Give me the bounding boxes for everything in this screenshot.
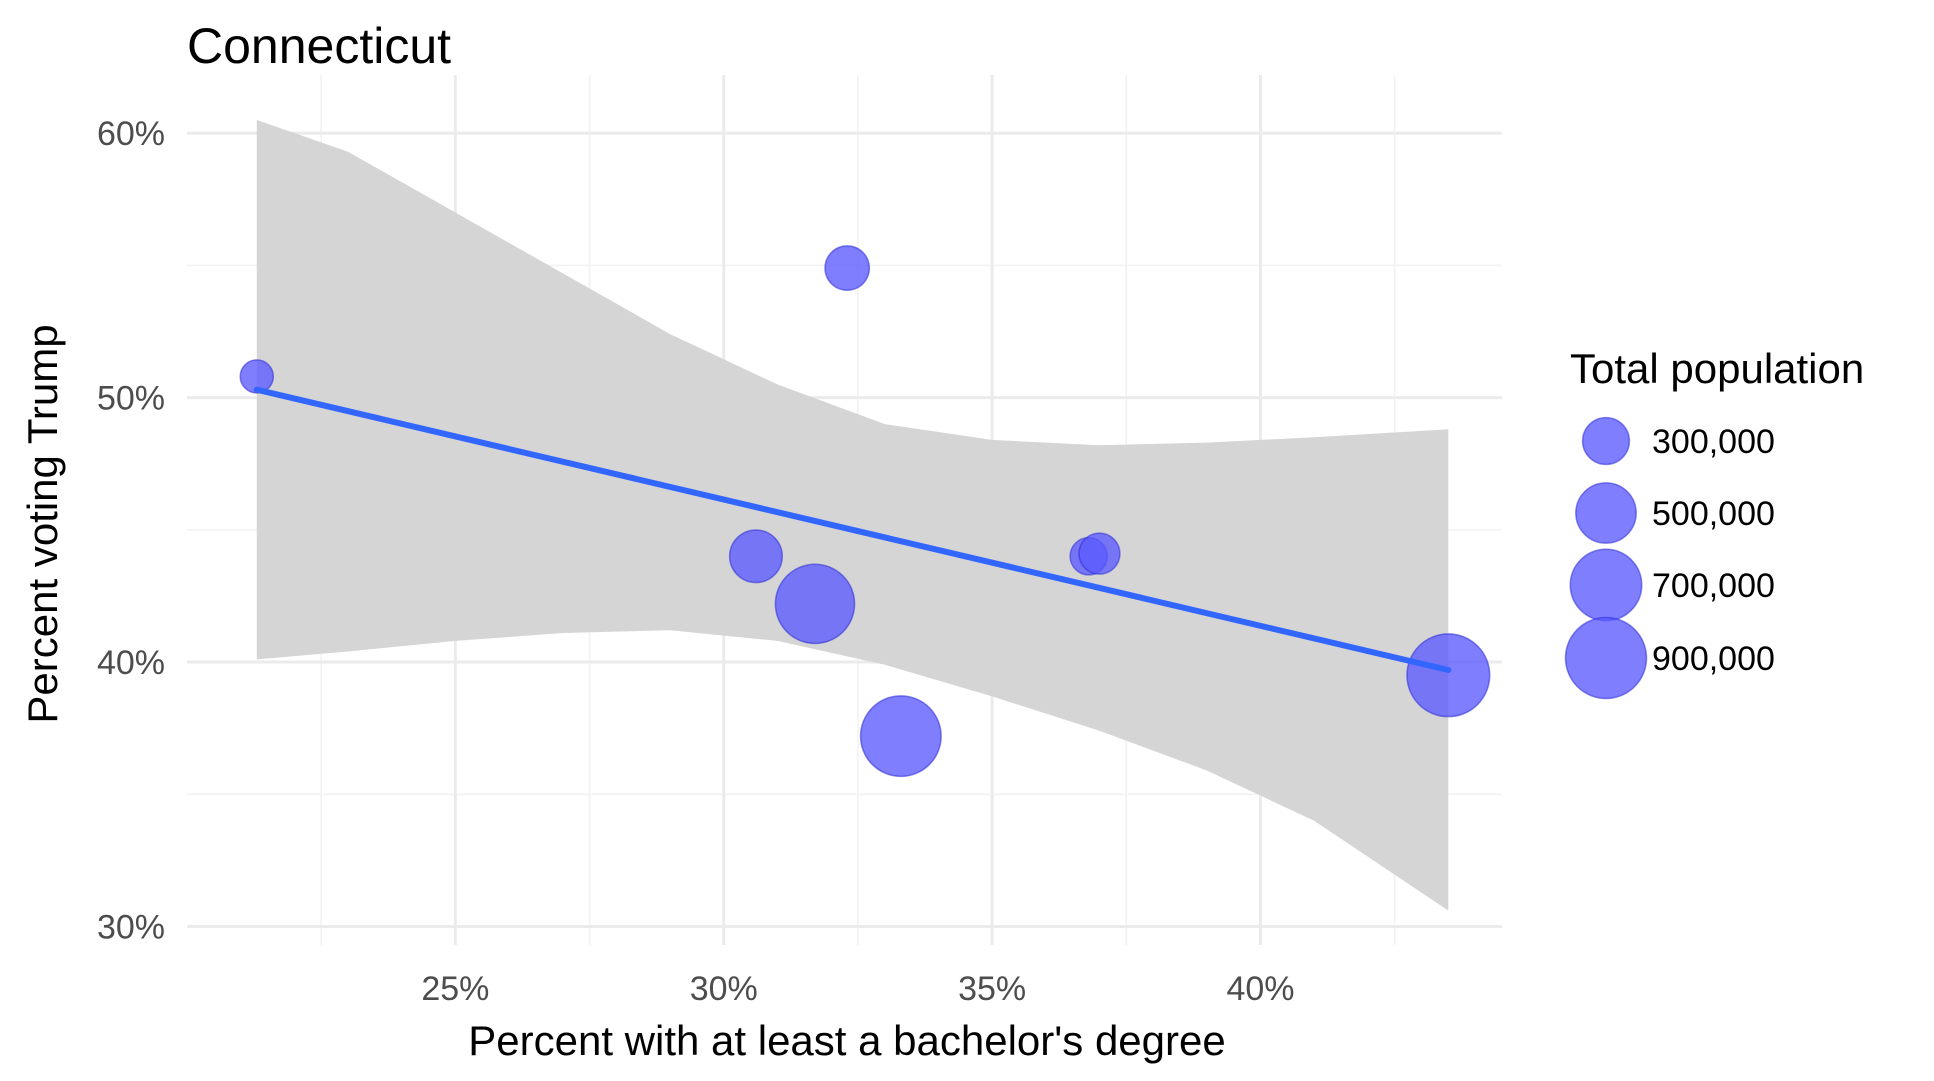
y-axis-title: Percent voting Trump [19,324,66,723]
trend-line-layer [253,386,1452,673]
y-tick-label: 30% [97,908,165,946]
chart-title: Connecticut [187,18,451,74]
confidence-band [256,120,1449,911]
legend-title: Total population [1570,345,1864,392]
data-point [1078,532,1121,575]
data-point [239,359,275,394]
legend-label: 900,000 [1652,640,1775,678]
x-axis-title: Percent with at least a bachelor's degre… [468,1017,1225,1064]
data-points-layer [239,245,1491,778]
x-tick-label: 30% [690,970,758,1008]
legend-key [1569,548,1643,622]
y-axis-tick-labels: 30% 40% 50% 60% [97,115,165,946]
legend-label: 500,000 [1652,495,1775,533]
size-legend: Total population 300,000 500,000 700,000 90… [1564,345,1864,700]
legend-key [1575,482,1637,544]
trend-line [253,386,1452,673]
x-tick-label: 25% [421,970,489,1008]
data-point [859,695,942,778]
data-point [824,245,871,291]
x-tick-label: 40% [1226,970,1294,1008]
confidence-band-layer [256,120,1449,911]
data-point [774,563,856,645]
data-point [728,529,784,584]
legend-key [1564,616,1648,700]
y-tick-label: 40% [97,644,165,682]
x-axis-tick-labels: 25% 30% 35% 40% [421,970,1294,1008]
y-tick-label: 60% [97,115,165,153]
data-point [1406,633,1491,718]
y-tick-label: 50% [97,380,165,418]
x-tick-label: 35% [958,970,1026,1008]
legend-label: 700,000 [1652,567,1775,605]
legend-key [1581,416,1631,466]
legend-label: 300,000 [1652,423,1775,461]
